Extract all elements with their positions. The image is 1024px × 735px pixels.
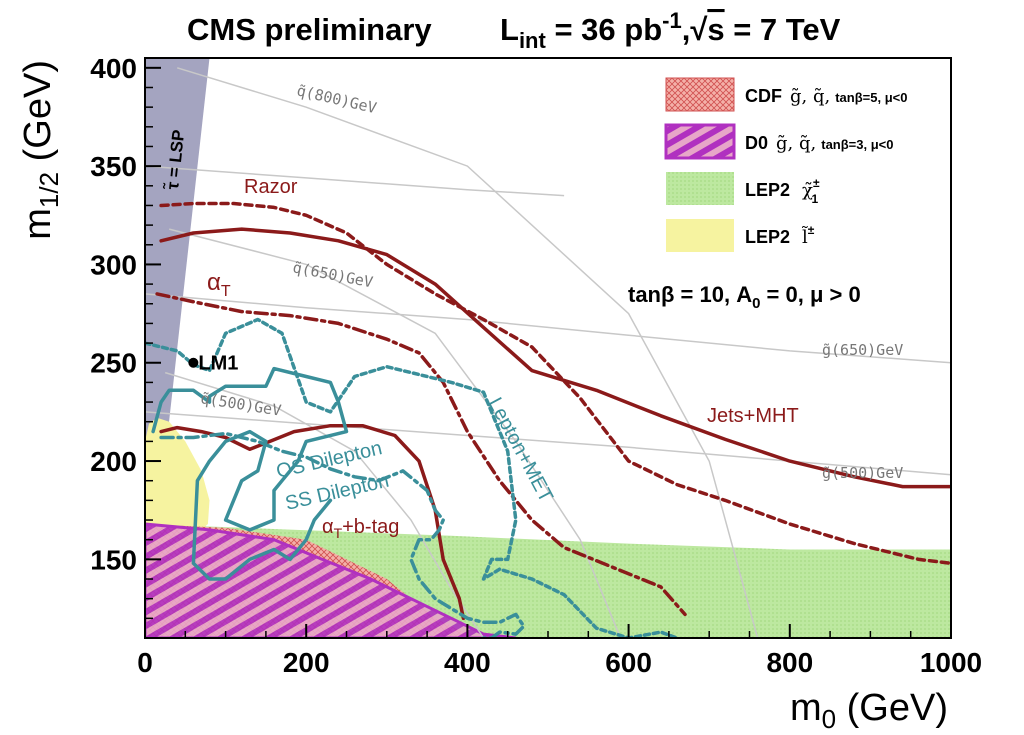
y-tick-label-400: 400 [90,53,137,84]
legend-label-lep2-chargino: LEP2 χ̃± 1 [745,176,820,206]
x-axis-main: m [790,687,822,729]
contour-alpha-t-b-tag [159,423,466,621]
x-tick-label-600: 600 [605,647,652,678]
isoline-squark-800-gev [176,67,759,638]
mass-isolines [145,67,951,638]
legend-label-cdf: CDF g̃, q̃, tanβ=5, μ<0 [745,86,907,107]
iso-q500-label: q̃(500)GeV [199,389,282,419]
sqrt-s: s [707,12,724,47]
x-tick-label-0: 0 [137,647,153,678]
legend: CDF g̃, q̃, tanβ=5, μ<0 D0 g̃, q̃, tanβ=3, μ… [664,77,907,252]
param-label: tanβ = 10, A0 = 0, μ > 0 [628,282,861,312]
iso-g650-label: g̃(650)GeV [822,341,903,359]
param-label-b: = 0, μ > 0 [760,282,860,307]
region-lep2-slepton [145,417,210,530]
luminosity-label: Lint = 36 pb-1,√s = 7 TeV [500,8,841,53]
contour-jets-mht [159,227,951,489]
legend-lep2b-name: LEP2 [745,227,790,247]
luminosity-sup: -1 [662,8,682,33]
legend-cdf-params: tanβ=5, μ<0 [835,90,907,105]
legend-lep2a-sub: 1 [812,192,819,206]
isoline-gluino-650-gev [145,293,951,364]
iso-g500-label: g̃(500)GeV [822,464,903,482]
legend-d0-name: D0 [745,133,768,153]
isoline-squark-650-gev [169,228,622,638]
luminosity-sub: int [519,28,547,53]
legend-label-lep2-slepton: LEP2 l̃± [745,223,815,248]
contour-lepton-met [145,317,679,638]
iso-q800-label: q̃(800)GeV [295,81,378,117]
legend-cdf-name: CDF [745,86,782,106]
x-axis-sub: 0 [822,704,836,734]
y-tick-label-200: 200 [90,446,137,477]
legend-swatch-lep2-slepton [666,219,734,252]
legend-lep2b-sup: ± [808,223,815,237]
energy-value: = 7 TeV [725,12,841,47]
razor-label: Razor [244,176,298,198]
x-tick-label-200: 200 [283,647,330,678]
y-tick-label-150: 150 [90,544,137,575]
y-axis-sub: 1/2 [34,172,64,208]
x-tick-label-800: 800 [766,647,813,678]
region-d0 [145,522,516,638]
jets-mht-label: Jets+MHT [707,405,799,427]
benchmark-label-lm1: LM1 [198,353,238,375]
legend-d0-params: tanβ=3, μ<0 [821,137,893,152]
sqrt-symbol: √ [690,12,708,47]
benchmark-point-lm1 [188,357,199,368]
legend-swatch-d0 [664,123,736,160]
legend-lep2b-particle: l̃ [801,225,808,248]
contour-ss-dilepton [159,431,526,638]
isoline-gluino-800-gev [145,165,565,197]
alpha-t-btag-rest: +b-tag [342,516,399,538]
legend-lep2a-name: LEP2 [745,180,790,200]
luminosity-value: = 36 pb [546,12,662,47]
isoline-gluino-500-gev [145,411,951,476]
y-axis-unit: (GeV) [17,60,59,172]
isoline-squark-500-gev [164,371,485,638]
contour-alpha-t [155,292,687,617]
legend-lep2a-sup: ± [813,176,820,190]
x-axis-unit: (GeV) [836,687,948,729]
x-axis-label: m0 (GeV) [790,687,948,734]
y-tick-label-250: 250 [90,348,137,379]
exclusion-contours [145,201,951,638]
alpha-t-btag-label: αT+b-tag [322,516,399,541]
param-label-sub: 0 [752,295,760,312]
legend-swatch-cdf [665,77,735,112]
legend-d0-particles: g̃, q̃, [776,133,816,154]
legend-label-d0: D0 g̃, q̃, tanβ=3, μ<0 [745,133,894,154]
alpha-t-label: αT [207,269,231,300]
plot-area [145,58,951,638]
lepton-met-label: Lepton+MET [484,394,557,506]
y-axis-main: m [17,208,59,240]
legend-lep2a-particle: χ̃ [802,180,813,201]
contour-razor [159,201,951,566]
chart-title: CMS preliminary [187,12,432,47]
luminosity-l: L [500,12,519,47]
alpha-t-sub: T [221,283,231,300]
y-tick-label-350: 350 [90,151,137,182]
alpha-t-btag-sub: T [334,525,343,541]
x-tick-label-400: 400 [444,647,491,678]
y-tick-label-300: 300 [90,249,137,280]
contour-os-dilepton [151,366,349,581]
alpha-t-btag-a: α [322,516,334,538]
legend-cdf-particles: g̃, q̃, [790,86,830,107]
y-axis-label: m1/2 (GeV) [17,60,64,240]
param-label-a: tanβ = 10, A [628,282,752,307]
x-tick-label-1000: 1000 [920,647,982,678]
luminosity-sep: , [682,12,691,47]
iso-q650-label: q̃(650)GeV [291,258,374,291]
excluded-regions [145,58,951,638]
legend-swatch-lep2-chargino [666,172,734,205]
alpha-t-a: α [207,269,221,296]
axis-ticks: 0 200 400 600 800 1000 150 200 250 300 350 400 [90,53,982,678]
